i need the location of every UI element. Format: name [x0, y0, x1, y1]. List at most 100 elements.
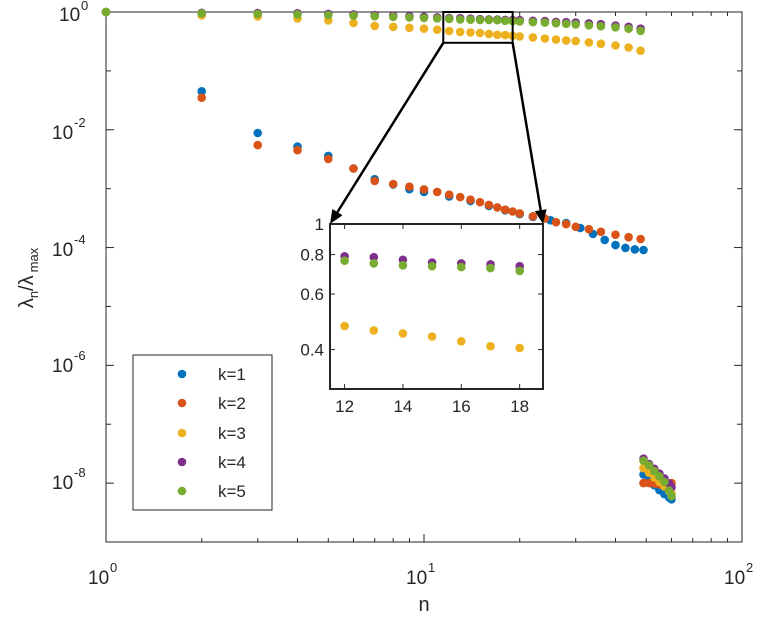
inset-x-tick-label: 18 — [510, 397, 529, 416]
data-point — [388, 179, 398, 189]
data-point — [405, 23, 414, 33]
data-point — [528, 33, 538, 42]
x-tick-label-0: 10 0 — [88, 560, 117, 589]
data-point — [419, 185, 429, 194]
data-point — [253, 9, 262, 19]
data-point — [528, 212, 538, 221]
legend-label-k3: k=3 — [218, 424, 246, 443]
data-point — [515, 32, 524, 41]
zoom-arrow-left — [330, 42, 445, 224]
data-point — [370, 11, 380, 21]
data-point — [639, 245, 648, 255]
legend-entries — [177, 369, 187, 496]
data-point — [636, 26, 645, 36]
y-label-lambda-2: λ — [16, 275, 38, 285]
data-point — [197, 93, 206, 102]
data-point — [475, 28, 485, 38]
data-point — [655, 472, 664, 481]
data-point — [370, 21, 380, 31]
data-point — [444, 26, 454, 36]
data-point — [324, 154, 333, 164]
data-point — [493, 30, 502, 40]
data-point — [388, 12, 398, 22]
data-point — [644, 461, 654, 470]
data-point — [466, 28, 475, 37]
data-point — [551, 217, 561, 227]
y-tick-label-1: 10 -2 — [52, 115, 86, 144]
legend-marker-k=3 — [177, 428, 187, 438]
legend-label-k5: k=5 — [218, 482, 246, 501]
data-point — [600, 235, 609, 245]
inset-data-point — [398, 329, 408, 338]
data-point — [584, 21, 594, 30]
inset-data-point — [457, 337, 466, 346]
inset-y-tick-label: 0.4 — [300, 341, 324, 360]
y-tick-exp: -4 — [74, 232, 86, 247]
data-point — [197, 9, 206, 18]
x-tick-label-1: 10 1 — [406, 560, 435, 589]
data-point — [432, 25, 442, 34]
data-point — [500, 205, 510, 214]
data-point — [540, 34, 550, 43]
y-tick-base: 10 — [52, 123, 73, 144]
data-point — [493, 203, 502, 212]
inset-y-tick-label: 0.6 — [300, 285, 324, 304]
data-point — [432, 187, 442, 197]
svg-text:λn/λmax: λn/λmax — [16, 247, 41, 308]
data-point — [475, 15, 485, 25]
inset-frame — [329, 223, 544, 390]
data-point — [561, 19, 571, 29]
data-point — [528, 17, 538, 27]
data-point — [419, 24, 429, 33]
y-tick-base: 10 — [52, 356, 73, 377]
x-tick-base: 10 — [406, 568, 427, 589]
y-tick-exp: -8 — [74, 465, 86, 480]
inset-data-point — [369, 259, 379, 268]
inset-tick-labels: 12 14 16 18 1 0.8 0.6 0.4 — [300, 215, 529, 416]
data-point — [611, 23, 620, 32]
data-point — [650, 466, 659, 476]
main-data-points — [101, 7, 676, 504]
data-point — [405, 13, 414, 22]
data-point — [484, 29, 494, 39]
y-label-lambda-1: λ — [16, 298, 38, 308]
data-point — [493, 15, 502, 25]
inset-data-point — [515, 266, 524, 276]
data-point — [660, 477, 669, 487]
data-point — [611, 240, 620, 250]
data-point — [466, 195, 475, 204]
inset-data-point — [427, 332, 437, 341]
data-point — [419, 13, 429, 23]
data-point — [584, 224, 594, 234]
zoom-rectangle — [442, 11, 514, 44]
x-tick-exp: 0 — [110, 560, 117, 575]
zoom-arrow-right — [511, 42, 547, 224]
data-point — [388, 22, 398, 32]
data-point — [500, 30, 510, 40]
data-point — [455, 15, 465, 24]
data-point — [197, 87, 206, 96]
data-point — [349, 164, 358, 173]
data-point — [475, 197, 485, 207]
data-point — [484, 200, 494, 210]
data-point — [571, 222, 580, 232]
inset-data-point — [369, 326, 379, 335]
y-tick-label-2: 10 -4 — [52, 232, 86, 261]
inset-plot: 12 14 16 18 1 0.8 0.6 0.4 — [300, 215, 544, 416]
legend-marker-k=2 — [177, 398, 187, 408]
data-point — [611, 230, 620, 239]
inset-x-tick-label: 14 — [393, 397, 412, 416]
data-point — [405, 182, 414, 191]
legend-label-k1: k=1 — [218, 365, 246, 384]
inset-x-tick-label: 16 — [452, 397, 471, 416]
data-point — [636, 234, 645, 244]
y-label-sub-max: max — [26, 247, 41, 272]
series-k=2 — [101, 7, 676, 490]
data-point — [571, 20, 580, 29]
inset-background — [330, 224, 543, 389]
y-axis-label: λn/λmax — [16, 247, 41, 308]
legend-marker-k=4 — [177, 457, 187, 467]
inset-data-point — [340, 321, 349, 331]
y-tick-base: 10 — [52, 240, 73, 261]
